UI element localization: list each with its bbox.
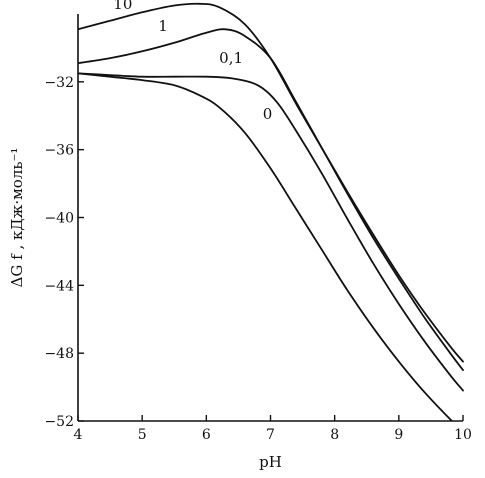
series-line-0: [78, 72, 454, 421]
x-tick-label: 9: [394, 427, 403, 443]
y-tick-label: −32: [44, 75, 74, 91]
series-line-1: [78, 28, 464, 371]
x-tick-label: 4: [74, 427, 83, 443]
series-labels: 10 1 0,1 0: [113, 0, 272, 123]
y-tick-label: −40: [44, 211, 74, 227]
x-tick-label: 6: [202, 427, 211, 443]
series-label: 0: [263, 105, 273, 123]
series-group: [78, 2, 464, 421]
series-label: 1: [158, 17, 168, 35]
series-label: 0,1: [219, 49, 243, 67]
series-label: 10: [113, 0, 132, 13]
x-tick-label: 10: [454, 427, 472, 443]
y-tick-label: −48: [44, 346, 74, 362]
x-tick-label: 5: [138, 427, 147, 443]
axes: 4 5 6 7 8 9 10−32−36−40−44−48−52: [44, 14, 472, 443]
y-tick-label: −36: [44, 143, 74, 159]
x-tick-label: 7: [266, 427, 275, 443]
y-axis-title: ΔG f , кДж·моль⁻¹: [8, 148, 26, 288]
y-tick-label: −44: [44, 278, 74, 294]
y-tick-label: −52: [44, 414, 74, 430]
x-tick-label: 8: [330, 427, 339, 443]
series-line-0-1: [78, 72, 464, 392]
x-axis-title: pH: [259, 453, 282, 471]
